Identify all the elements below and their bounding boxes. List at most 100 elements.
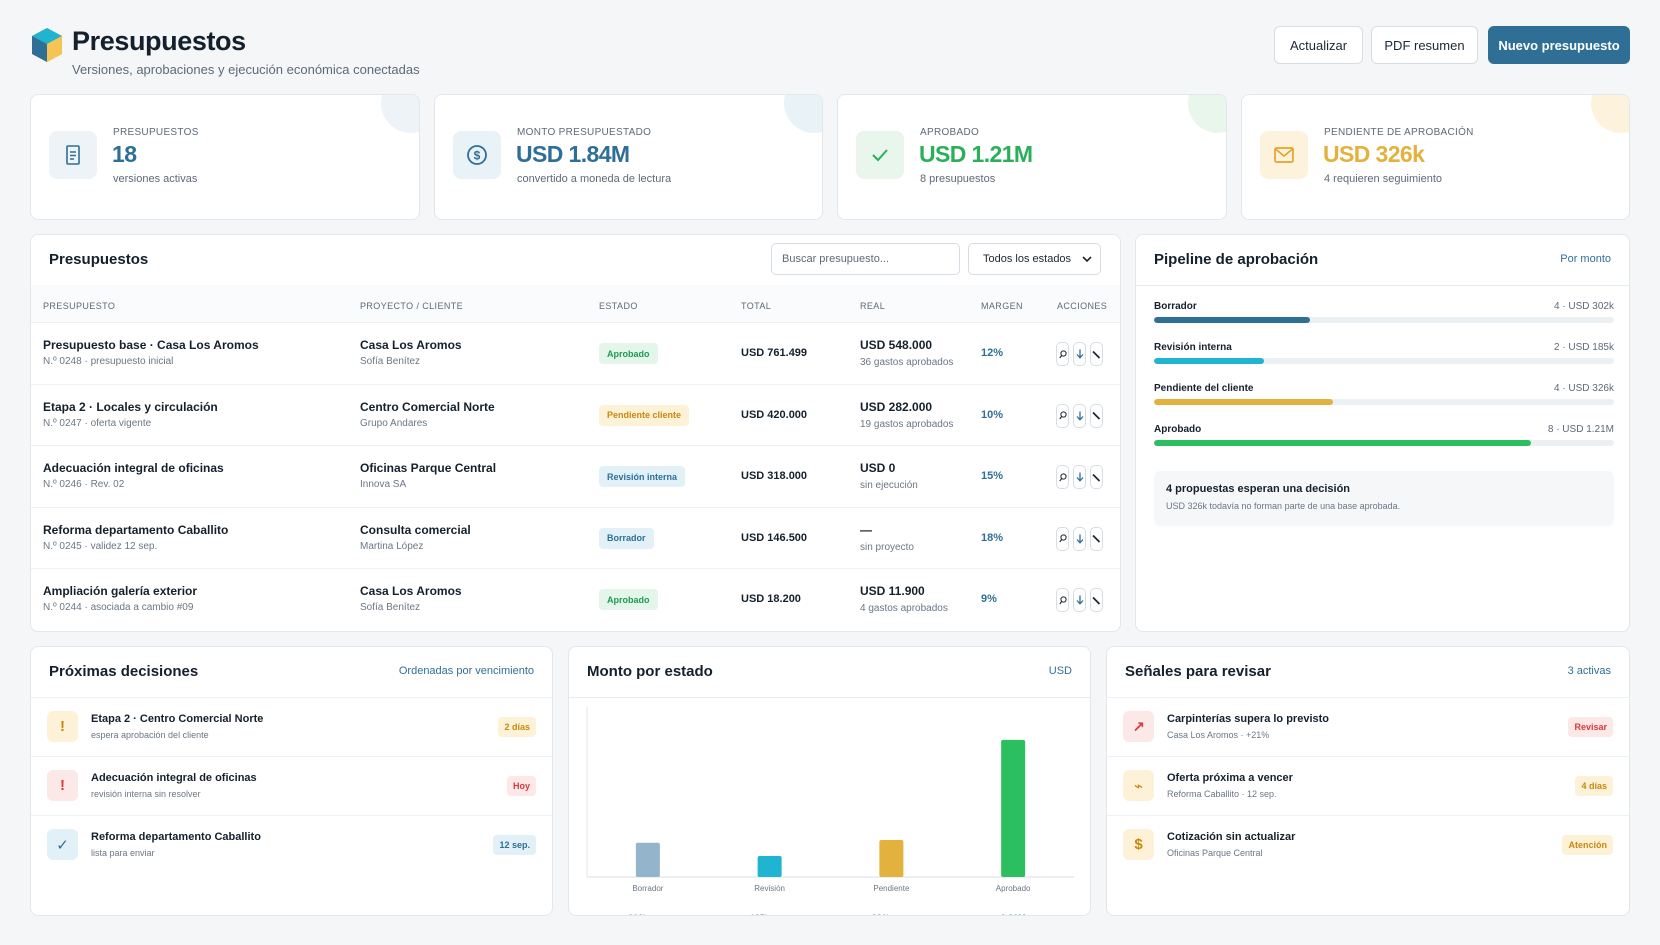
real-detail: 4 gastos aprobados bbox=[860, 603, 948, 614]
table-row[interactable]: Presupuesto base · Casa Los Aromos N.º 0… bbox=[31, 322, 1120, 383]
row-actions bbox=[1056, 588, 1103, 612]
budget-name: Ampliación galería exterior bbox=[43, 584, 198, 598]
table-row[interactable]: Etapa 2 · Locales y circulación N.º 0247… bbox=[31, 383, 1120, 445]
view-icon[interactable] bbox=[1056, 526, 1069, 551]
kpi-decoration bbox=[1591, 95, 1629, 133]
signals-title: Señales para revisar bbox=[1125, 663, 1271, 680]
list-item[interactable]: ! Adecuación integral de oficinas revisi… bbox=[31, 756, 552, 815]
list-item[interactable]: ✓ Reforma departamento Caballito lista p… bbox=[31, 815, 552, 874]
status-icon: ⌁ bbox=[1123, 770, 1154, 801]
edit-icon[interactable] bbox=[1090, 526, 1103, 551]
item-tag: 2 días bbox=[498, 717, 536, 737]
download-icon[interactable] bbox=[1073, 403, 1086, 428]
status-icon: ↗ bbox=[1123, 711, 1154, 742]
pipeline-stage: Revisión interna 2 · USD 185k bbox=[1154, 342, 1614, 382]
kpi-decoration bbox=[784, 95, 822, 133]
decisions-title: Próximas decisiones bbox=[49, 663, 199, 680]
status-icon: ! bbox=[47, 770, 78, 801]
list-item[interactable]: ↗ Carpinterías supera lo previsto Casa L… bbox=[1107, 697, 1629, 756]
app-logo-icon bbox=[32, 28, 62, 62]
status-icon: ! bbox=[47, 711, 78, 742]
x-tick-label: Aprobado bbox=[996, 884, 1031, 893]
signals-count-link[interactable]: 3 activas bbox=[1567, 665, 1611, 677]
chart-currency-label: USD bbox=[1048, 665, 1072, 677]
budget-total: USD 420.000 bbox=[741, 408, 808, 421]
stage-name: Borrador bbox=[1154, 301, 1197, 312]
download-icon[interactable] bbox=[1073, 526, 1086, 551]
table-row[interactable]: Ampliación galería exterior N.º 0244 · a… bbox=[31, 568, 1120, 629]
client-name: Martina López bbox=[360, 540, 424, 552]
table-row[interactable]: Reforma departamento Caballito N.º 0245 … bbox=[31, 506, 1120, 568]
item-title: Oferta próxima a vencer bbox=[1167, 772, 1293, 784]
bar-value-label: 185k bbox=[750, 913, 770, 916]
edit-icon[interactable] bbox=[1090, 588, 1103, 612]
view-icon[interactable] bbox=[1056, 342, 1069, 366]
real-amount: — bbox=[860, 522, 872, 537]
item-tag: 4 días bbox=[1575, 776, 1613, 796]
pending-decisions-notice: 4 propuestas esperan una decisión USD 32… bbox=[1154, 471, 1614, 526]
column-header: PRESUPUESTO bbox=[43, 301, 116, 311]
budget-meta: N.º 0245 · validez 12 sep. bbox=[43, 540, 158, 552]
item-title: Etapa 2 · Centro Comercial Norte bbox=[91, 713, 264, 725]
chart-title: Monto por estado bbox=[587, 663, 713, 680]
list-item[interactable]: ⌁ Oferta próxima a vencer Reforma Caball… bbox=[1107, 756, 1629, 815]
download-icon[interactable] bbox=[1073, 342, 1086, 366]
real-detail: sin ejecución bbox=[860, 480, 918, 491]
x-tick-label: Pendiente bbox=[873, 884, 910, 893]
list-item[interactable]: ! Etapa 2 · Centro Comercial Norte esper… bbox=[31, 697, 552, 756]
search-input[interactable] bbox=[771, 243, 960, 275]
edit-icon[interactable] bbox=[1090, 342, 1103, 366]
column-header: PROYECTO / CLIENTE bbox=[360, 301, 464, 311]
refresh-button[interactable]: Actualizar bbox=[1274, 26, 1363, 64]
budget-meta: N.º 0248 · presupuesto inicial bbox=[43, 356, 174, 367]
view-icon[interactable] bbox=[1056, 588, 1069, 612]
column-header: MARGEN bbox=[981, 301, 1023, 311]
status-filter-select[interactable]: Todos los estados bbox=[968, 243, 1101, 275]
view-icon[interactable] bbox=[1056, 403, 1069, 428]
project-name: Centro Comercial Norte bbox=[360, 399, 495, 414]
view-icon[interactable] bbox=[1056, 465, 1069, 489]
item-subtitle: lista para enviar bbox=[91, 848, 155, 858]
document-icon bbox=[49, 131, 97, 179]
status-badge: Pendiente cliente bbox=[599, 404, 690, 426]
kpi-label: PRESUPUESTOS bbox=[113, 127, 199, 138]
pdf-summary-button[interactable]: PDF resumen bbox=[1371, 26, 1478, 64]
kpi-card-pending: PENDIENTE DE APROBACIÓN USD 326k 4 requi… bbox=[1241, 94, 1630, 220]
download-icon[interactable] bbox=[1073, 588, 1086, 612]
stage-progress-track bbox=[1154, 358, 1614, 364]
x-tick-label: Revisión bbox=[754, 884, 785, 893]
row-actions bbox=[1056, 342, 1103, 366]
bar-value-label: 1.21M bbox=[1001, 913, 1026, 916]
list-item[interactable]: $ Cotización sin actualizar Oficinas Par… bbox=[1107, 815, 1629, 874]
decisions-sort-link[interactable]: Ordenadas por vencimiento bbox=[398, 665, 534, 677]
item-subtitle: espera aprobación del cliente bbox=[91, 730, 209, 740]
table-title: Presupuestos bbox=[49, 251, 149, 268]
bar-revisión bbox=[757, 856, 782, 877]
status-badge: Borrador bbox=[599, 527, 654, 549]
new-budget-button[interactable]: Nuevo presupuesto bbox=[1488, 26, 1630, 64]
x-tick-label: Borrador bbox=[632, 884, 663, 893]
table-row[interactable]: Adecuación integral de oficinas N.º 0246… bbox=[31, 445, 1120, 506]
bar-value-label: 302k bbox=[628, 913, 648, 916]
chevron-down-icon bbox=[1082, 256, 1092, 262]
edit-icon[interactable] bbox=[1090, 465, 1103, 489]
pipeline-sort-link[interactable]: Por monto bbox=[1560, 253, 1611, 265]
kpi-label: MONTO PRESUPUESTADO bbox=[517, 127, 652, 138]
stage-amount: 4 · USD 302k bbox=[1553, 301, 1614, 312]
status-icon: ✓ bbox=[47, 829, 78, 860]
stage-amount: 8 · USD 1.21M bbox=[1547, 424, 1614, 435]
decisions-card: Próximas decisiones Ordenadas por vencim… bbox=[30, 646, 553, 916]
download-icon[interactable] bbox=[1073, 465, 1086, 489]
budget-total: USD 146.500 bbox=[741, 531, 808, 544]
dollar-icon: $ bbox=[453, 131, 501, 179]
page-header: Presupuestos Versiones, aprobaciones y e… bbox=[30, 24, 1630, 84]
kpi-value: USD 326k bbox=[1323, 141, 1425, 167]
page-subtitle: Versiones, aprobaciones y ejecución econ… bbox=[72, 62, 420, 77]
budget-meta: N.º 0247 · oferta vigente bbox=[43, 417, 152, 429]
stage-progress-track bbox=[1154, 317, 1614, 323]
stage-progress-fill bbox=[1154, 440, 1532, 446]
bar-chart: Borrador 302k Revisión 185k Pendiente 326k Apr… bbox=[586, 707, 1074, 916]
budget-meta: N.º 0246 · Rev. 02 bbox=[43, 479, 125, 490]
edit-icon[interactable] bbox=[1090, 403, 1103, 428]
stage-progress-track bbox=[1154, 399, 1614, 405]
